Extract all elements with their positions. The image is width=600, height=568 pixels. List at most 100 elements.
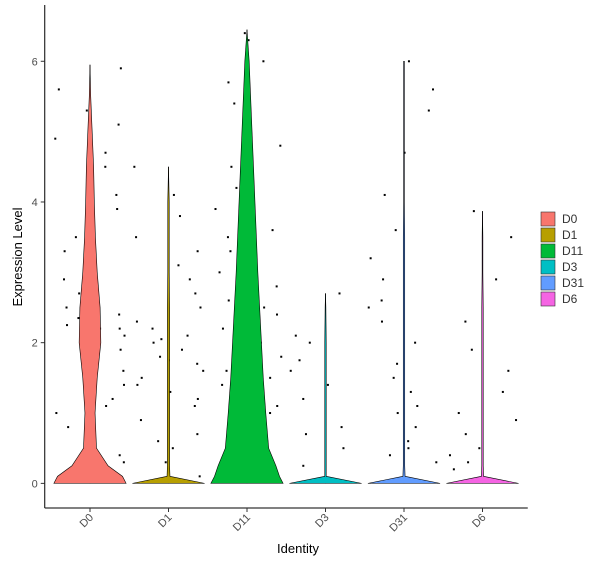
y-axis-title: Expression Level [10,207,25,306]
point [151,327,154,330]
point [135,236,138,239]
point [271,229,274,232]
point [229,250,232,253]
point [388,454,391,457]
point [177,264,180,267]
violin [53,64,127,484]
point [180,348,183,351]
point [380,320,383,323]
violin [367,60,441,484]
x-tick-label: D1 [156,512,174,530]
point [367,306,370,309]
point [369,257,372,260]
point [225,369,228,372]
point [510,236,513,239]
legend-swatch [540,243,556,259]
point [269,376,272,379]
x-tick-label: D0 [78,512,96,530]
legend-label: D6 [562,292,578,306]
point [140,376,143,379]
point [396,412,399,415]
y-tick-label: 2 [32,338,38,350]
point [338,292,341,295]
y-tick-label: 0 [32,478,38,490]
point [196,250,199,253]
point [427,109,430,112]
point [416,404,419,407]
point [448,454,451,457]
point [233,102,236,105]
point [515,419,518,422]
point [157,440,160,443]
point [467,461,470,464]
point [218,271,221,274]
point [221,383,224,386]
point [308,341,311,344]
point [279,144,282,147]
point [63,278,66,281]
point [396,362,399,365]
point [196,362,199,365]
point [104,151,107,154]
point [340,426,343,429]
point [414,341,417,344]
point [464,320,467,323]
point [202,369,205,372]
point [164,461,167,464]
point [85,109,88,112]
point [171,447,174,450]
point [193,404,196,407]
point [392,376,395,379]
point [478,447,481,450]
point [289,369,292,372]
point [383,193,386,196]
point [302,397,305,400]
point [160,338,163,341]
point [407,447,410,450]
violin [446,211,519,484]
point [198,475,201,478]
point [382,278,385,281]
point [276,404,279,407]
point [122,383,125,386]
x-axis-title: Identity [277,541,319,556]
point [407,440,410,443]
point [194,292,197,295]
point [74,236,77,239]
point [152,341,155,344]
y-tick-label: 6 [32,56,38,68]
point [118,327,121,330]
point [276,313,279,316]
point [302,464,305,467]
x-tick-label: D31 [387,512,410,535]
point [116,208,119,211]
point [235,186,238,189]
legend-swatch [540,211,556,227]
point [304,433,307,436]
point [178,215,181,218]
point [66,324,69,327]
point [133,165,136,168]
point [227,81,230,84]
point [55,412,58,415]
point [470,348,473,351]
point [172,193,175,196]
point [214,208,217,211]
legend-label: D31 [562,276,584,290]
point [118,313,121,316]
x-tick-label: D3 [313,512,331,530]
y-tick-label: 4 [32,197,38,209]
point [67,426,70,429]
legend-label: D1 [562,228,578,242]
point [452,468,455,471]
point [54,137,57,140]
legend-label: D0 [562,212,578,226]
point [435,461,438,464]
point [135,320,138,323]
point [186,334,189,337]
point [294,334,297,337]
violin [289,293,362,484]
violin [210,29,284,484]
point [139,419,142,422]
